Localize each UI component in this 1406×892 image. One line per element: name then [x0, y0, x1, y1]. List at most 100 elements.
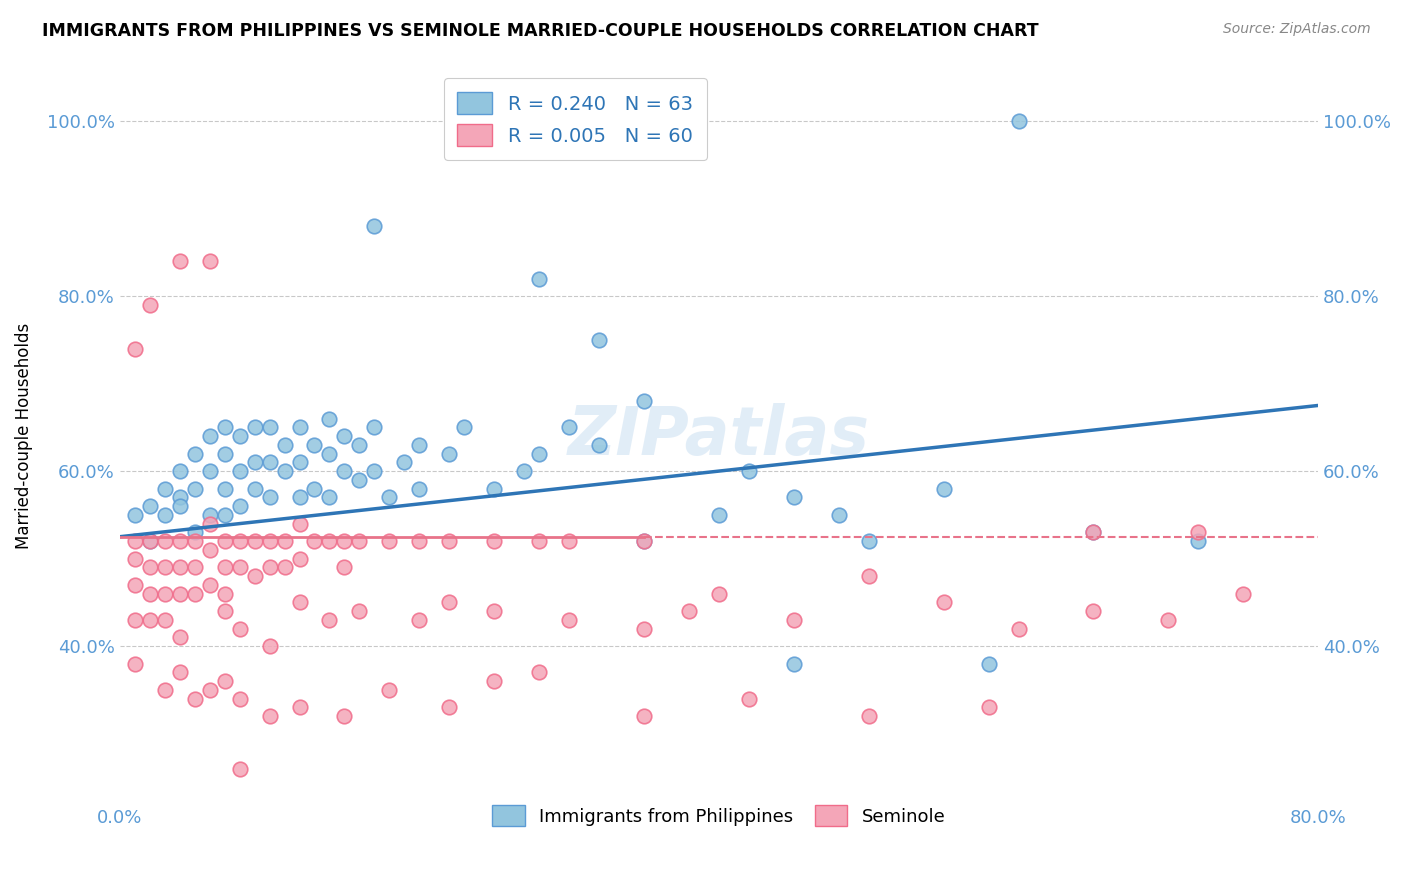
Point [124, 578, 146, 592]
Point [304, 534, 326, 549]
Text: IMMIGRANTS FROM PHILIPPINES VS SEMINOLE MARRIED-COUPLE HOUSEHOLDS CORRELATION CH: IMMIGRANTS FROM PHILIPPINES VS SEMINOLE … [42, 22, 1039, 40]
Point [783, 657, 806, 671]
Point [214, 586, 236, 600]
Point [214, 604, 236, 618]
Point [214, 534, 236, 549]
Point [304, 482, 326, 496]
Point [633, 534, 655, 549]
Point [408, 482, 430, 496]
Point [527, 534, 550, 549]
Point [273, 534, 295, 549]
Point [124, 508, 146, 522]
Point [318, 447, 340, 461]
Text: ZIPatlas: ZIPatlas [568, 403, 870, 469]
Point [138, 534, 160, 549]
Point [588, 333, 610, 347]
Point [228, 464, 250, 478]
Point [183, 447, 205, 461]
Point [169, 560, 191, 574]
Point [214, 674, 236, 689]
Point [153, 613, 176, 627]
Point [273, 438, 295, 452]
Point [198, 516, 221, 531]
Point [633, 534, 655, 549]
Point [214, 508, 236, 522]
Point [259, 560, 281, 574]
Point [259, 639, 281, 653]
Point [153, 508, 176, 522]
Point [138, 613, 160, 627]
Point [932, 482, 955, 496]
Point [408, 534, 430, 549]
Point [259, 455, 281, 469]
Point [378, 682, 401, 697]
Point [228, 762, 250, 776]
Point [678, 604, 700, 618]
Point [183, 691, 205, 706]
Y-axis label: Married-couple Households: Married-couple Households [15, 323, 32, 549]
Point [198, 578, 221, 592]
Point [558, 534, 581, 549]
Point [513, 464, 536, 478]
Point [259, 709, 281, 723]
Legend: Immigrants from Philippines, Seminole: Immigrants from Philippines, Seminole [484, 797, 955, 835]
Point [228, 429, 250, 443]
Point [363, 464, 385, 478]
Point [259, 534, 281, 549]
Point [288, 516, 311, 531]
Point [153, 534, 176, 549]
Point [169, 665, 191, 680]
Point [1007, 622, 1029, 636]
Point [198, 542, 221, 557]
Point [273, 464, 295, 478]
Point [558, 613, 581, 627]
Point [169, 464, 191, 478]
Point [288, 491, 311, 505]
Point [259, 491, 281, 505]
Point [169, 631, 191, 645]
Point [153, 560, 176, 574]
Point [198, 429, 221, 443]
Point [1083, 525, 1105, 540]
Point [243, 482, 266, 496]
Point [333, 709, 356, 723]
Point [228, 691, 250, 706]
Point [707, 508, 730, 522]
Point [288, 455, 311, 469]
Point [394, 455, 416, 469]
Point [153, 586, 176, 600]
Point [288, 700, 311, 714]
Point [273, 560, 295, 574]
Point [828, 508, 851, 522]
Point [228, 534, 250, 549]
Point [783, 491, 806, 505]
Text: Source: ZipAtlas.com: Source: ZipAtlas.com [1223, 22, 1371, 37]
Point [243, 455, 266, 469]
Point [228, 622, 250, 636]
Point [124, 342, 146, 356]
Point [977, 700, 1000, 714]
Point [633, 394, 655, 409]
Point [288, 595, 311, 609]
Point [169, 254, 191, 268]
Point [1187, 525, 1209, 540]
Point [633, 622, 655, 636]
Point [378, 534, 401, 549]
Point [214, 482, 236, 496]
Point [228, 499, 250, 513]
Point [1187, 534, 1209, 549]
Point [318, 613, 340, 627]
Point [1083, 525, 1105, 540]
Point [228, 560, 250, 574]
Point [707, 586, 730, 600]
Point [783, 613, 806, 627]
Point [243, 534, 266, 549]
Point [349, 604, 371, 618]
Point [214, 447, 236, 461]
Point [977, 657, 1000, 671]
Point [318, 534, 340, 549]
Point [439, 534, 461, 549]
Point [527, 665, 550, 680]
Point [378, 491, 401, 505]
Point [1007, 114, 1029, 128]
